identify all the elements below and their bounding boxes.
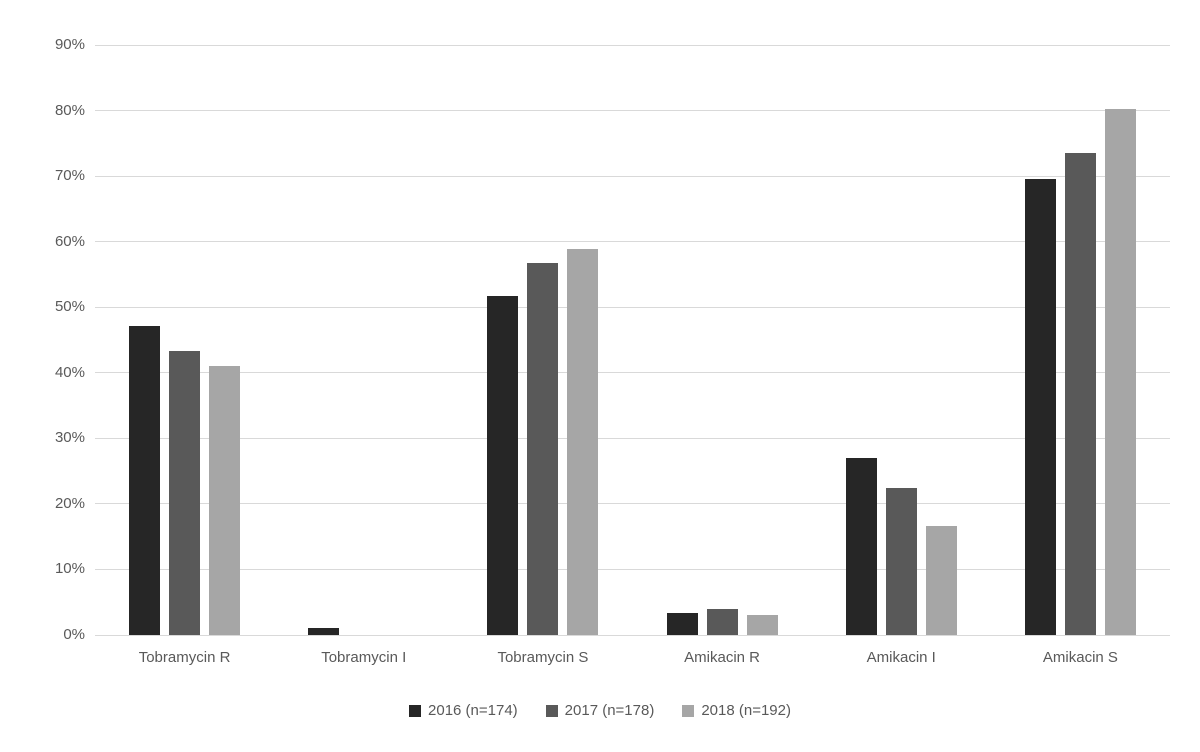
x-axis-label-tobramycin-i: Tobramycin I [321,649,407,666]
bar-2018-tobramycin-r [209,365,241,635]
bar-2017-tobramycin-r [169,351,201,635]
bar-2017-tobramycin-s [527,263,559,635]
bar-2016-amikacin-s [1024,179,1056,635]
y-axis-tick-label: 10% [54,560,85,578]
legend-marker-icon [409,704,422,717]
y-axis-tick-label: 70% [54,167,85,185]
bar-2018-amikacin-s [1104,109,1136,635]
bar-2017-amikacin-i [885,487,917,635]
y-axis-tick-label: 0% [63,626,85,643]
gridline-40 [95,372,1170,374]
y-axis-tick-label: 50% [54,298,85,316]
legend-item-2016: 2016 (n=174) [409,702,518,719]
y-axis-tick-label: 20% [54,494,85,512]
legend-item-2017: 2017 (n=178) [545,702,655,719]
bar-2016-tobramycin-s [487,296,519,635]
gridline-90 [95,44,1170,46]
legend-marker-icon [545,704,558,717]
bar-2016-amikacin-i [845,458,877,635]
y-axis-tick-label: 40% [54,363,85,381]
bar-2018-tobramycin-s [567,248,599,635]
legend-marker-icon [682,704,695,717]
chart-legend: 2016 (n=174) 2017 (n=178) 2018 (n=192) [0,702,1200,719]
gridline-60 [95,241,1170,243]
gridline-70 [95,175,1170,177]
legend-label: 2017 (n=178) [564,702,655,719]
bar-2018-amikacin-r [746,614,778,635]
x-axis-label-amikacin-s: Amikacin S [1042,649,1118,666]
y-axis-tick-label: 60% [54,232,85,250]
bar-2018-amikacin-i [925,525,957,635]
y-axis-tick-label: 80% [54,101,85,119]
x-axis-label-tobramycin-s: Tobramycin S [497,649,589,666]
gridline-30 [95,437,1170,439]
bar-2017-amikacin-r [706,609,738,635]
y-axis-tick-label: 90% [54,36,85,53]
legend-item-2018: 2018 (n=192) [682,702,791,719]
gridline-20 [95,503,1170,505]
x-axis-label-amikacin-i: Amikacin I [866,649,936,666]
gridline-50 [95,306,1170,308]
bar-2016-tobramycin-i [308,627,340,635]
gridline-10 [95,568,1170,570]
x-axis-label-tobramycin-r: Tobramycin R [138,649,231,666]
legend-label: 2018 (n=192) [701,702,791,719]
gridline-0 [95,634,1170,636]
y-axis-tick-label: 30% [54,429,85,447]
bar-2016-tobramycin-r [129,326,161,635]
x-axis-label-amikacin-r: Amikacin R [684,649,760,666]
legend-label: 2016 (n=174) [428,702,518,719]
gridline-80 [95,110,1170,112]
bar-2016-amikacin-r [666,612,698,635]
bar-2017-amikacin-s [1064,152,1096,635]
